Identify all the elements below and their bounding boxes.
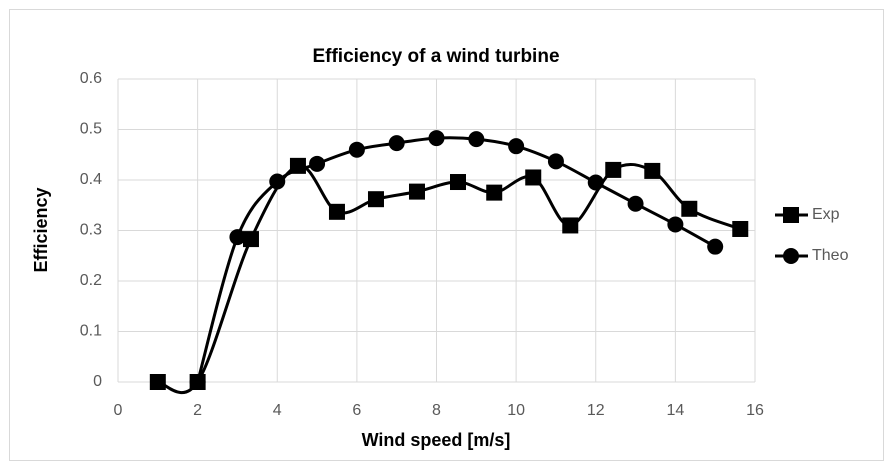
data-point (627, 195, 644, 212)
data-point (644, 162, 661, 179)
data-point (732, 220, 749, 237)
chart-border (9, 9, 884, 461)
data-point (242, 231, 259, 248)
x-tick-label: 14 (666, 402, 684, 419)
legend-marker (783, 248, 799, 264)
data-point (449, 174, 466, 191)
y-axis-label: Efficiency (31, 187, 51, 272)
data-point (587, 174, 604, 191)
y-tick-label: 0.5 (80, 121, 102, 138)
data-point (428, 130, 445, 147)
x-tick-label: 2 (193, 402, 202, 419)
data-point (229, 229, 246, 246)
x-tick-label: 12 (587, 402, 605, 419)
data-point (667, 216, 684, 233)
y-tick-label: 0.2 (80, 272, 102, 289)
data-point (269, 173, 286, 190)
y-tick-label: 0 (93, 373, 102, 390)
x-tick-label: 16 (746, 402, 764, 419)
data-point (309, 155, 326, 172)
y-tick-label: 0.3 (80, 222, 102, 239)
data-point (149, 374, 166, 390)
data-point (605, 161, 622, 178)
data-point (562, 217, 579, 234)
legend-marker (783, 207, 799, 223)
data-point (348, 141, 365, 158)
data-point (525, 169, 542, 186)
data-point (707, 238, 724, 255)
data-point (408, 183, 425, 200)
data-point (681, 200, 698, 217)
y-tick-label: 0.4 (80, 171, 102, 188)
data-point (189, 374, 206, 390)
x-tick-label: 0 (114, 402, 123, 419)
data-point (388, 135, 405, 152)
y-tick-label: 0.1 (80, 323, 102, 340)
data-point (328, 203, 345, 220)
x-tick-label: 8 (432, 402, 441, 419)
x-tick-label: 10 (507, 402, 525, 419)
data-point (486, 184, 503, 201)
data-point (508, 138, 525, 155)
y-tick-label: 0.6 (80, 70, 102, 87)
data-point (547, 153, 564, 170)
chart-title: Efficiency of a wind turbine (312, 46, 559, 67)
x-axis-label: Wind speed [m/s] (362, 430, 511, 450)
data-point (468, 131, 485, 148)
x-tick-label: 4 (273, 402, 282, 419)
data-point (367, 191, 384, 208)
x-tick-label: 6 (352, 402, 361, 419)
legend-label: Exp (812, 206, 840, 223)
legend-label: Theo (812, 247, 849, 264)
